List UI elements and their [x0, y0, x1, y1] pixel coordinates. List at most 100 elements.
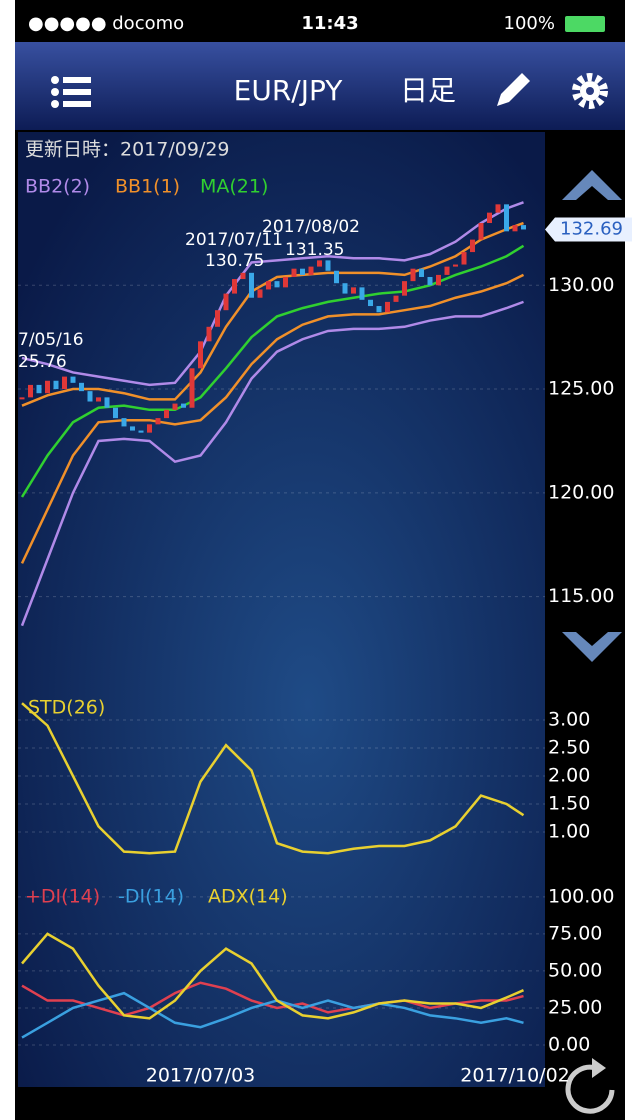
candle [266, 281, 271, 290]
candle [495, 204, 501, 213]
candle [206, 326, 212, 342]
candle [444, 266, 450, 275]
carrier: ●●●●● docomo [28, 13, 184, 34]
y-tick-label: 0.00 [548, 1034, 590, 1056]
x-tick-label: 2017/10/02 [460, 1065, 570, 1087]
candle [130, 426, 135, 431]
symbol[interactable]: EUR/JPY [234, 74, 344, 107]
candle [419, 268, 424, 277]
candle [317, 260, 322, 267]
candle [198, 341, 203, 369]
updated: 更新日時：2017/09/29 [25, 139, 230, 161]
gear-icon[interactable] [572, 73, 608, 109]
indicator-line [21, 702, 525, 855]
candle [453, 264, 458, 267]
candle [147, 424, 152, 433]
indicator-line [20, 273, 525, 564]
y-tick-label: 50.00 [548, 959, 602, 981]
period[interactable]: 日足 [400, 74, 456, 107]
x-tick-label: 2017/07/03 [146, 1065, 256, 1087]
annotation: 131.35 [285, 240, 344, 260]
legend-entry: BB2(2) [25, 176, 90, 198]
indicator-line [20, 300, 524, 627]
legend-entry: MA(21) [200, 176, 268, 198]
candle [427, 276, 433, 286]
annotation: 2017/08/02 [262, 217, 360, 237]
candle [478, 223, 484, 240]
legend-entry: STD(26) [28, 697, 105, 719]
candle [368, 299, 373, 307]
candle [351, 287, 356, 294]
candle [240, 272, 246, 280]
annotation: 2017/07/11 [185, 230, 283, 250]
candle [96, 397, 101, 402]
candle [62, 376, 67, 390]
scroll-down[interactable] [562, 632, 622, 662]
candle [402, 281, 407, 296]
annotation: 25.76 [18, 352, 67, 372]
candle [359, 287, 365, 300]
candle [155, 418, 161, 425]
candle [121, 418, 127, 427]
candle [28, 384, 33, 398]
y-tick-label: 125.00 [548, 378, 614, 400]
candle [436, 274, 441, 286]
candle [334, 270, 339, 284]
candle [283, 276, 288, 288]
y-tick-label: 2.00 [548, 765, 590, 787]
indicator-line [21, 201, 524, 387]
candle [470, 239, 475, 253]
candle [410, 268, 416, 282]
candle [257, 289, 263, 298]
candle [113, 407, 118, 419]
candle [461, 252, 467, 265]
legend-entry: -DI(14) [118, 886, 184, 908]
pencil-icon[interactable] [497, 73, 530, 106]
y-tick-label: 120.00 [548, 481, 614, 503]
candle [385, 301, 390, 313]
y-tick-label: 1.50 [548, 793, 590, 815]
candle [215, 310, 220, 327]
scroll-up[interactable] [562, 170, 622, 200]
candle [36, 384, 42, 394]
candle [291, 268, 297, 277]
clock: 11:43 [301, 13, 358, 34]
indicator-line [21, 981, 524, 1017]
candle [45, 380, 50, 394]
candle [300, 268, 305, 275]
legend-entry: ADX(14) [208, 886, 288, 908]
y-tick-label: 3.00 [548, 709, 590, 731]
candle [521, 225, 526, 230]
y-tick-label: 115.00 [548, 585, 614, 607]
battery-icon [565, 16, 605, 32]
candle [79, 382, 84, 392]
candle [249, 272, 254, 298]
candle [232, 279, 237, 294]
menu-icon[interactable] [51, 76, 91, 108]
candle [189, 368, 195, 408]
candle [53, 380, 59, 390]
candle [487, 212, 492, 224]
candle [181, 403, 186, 408]
annotation: 130.75 [205, 251, 264, 271]
legend-entry: +DI(14) [25, 886, 100, 908]
candle [274, 281, 280, 288]
candle [104, 397, 110, 408]
candle [172, 403, 178, 410]
candle [138, 430, 144, 433]
candle [504, 204, 509, 232]
y-tick-label: 130.00 [548, 274, 614, 296]
last-price-marker [545, 217, 632, 242]
candle [342, 283, 348, 294]
refresh-icon[interactable] [565, 1058, 615, 1114]
candle [308, 266, 314, 275]
battery-text: 100% [504, 13, 555, 34]
candle [87, 391, 93, 402]
indicator-line [21, 932, 524, 1020]
y-tick-label: 2.50 [548, 737, 590, 759]
y-tick-label: 100.00 [548, 885, 614, 907]
indicator-line [21, 221, 524, 407]
y-tick-label: 1.00 [548, 821, 590, 843]
